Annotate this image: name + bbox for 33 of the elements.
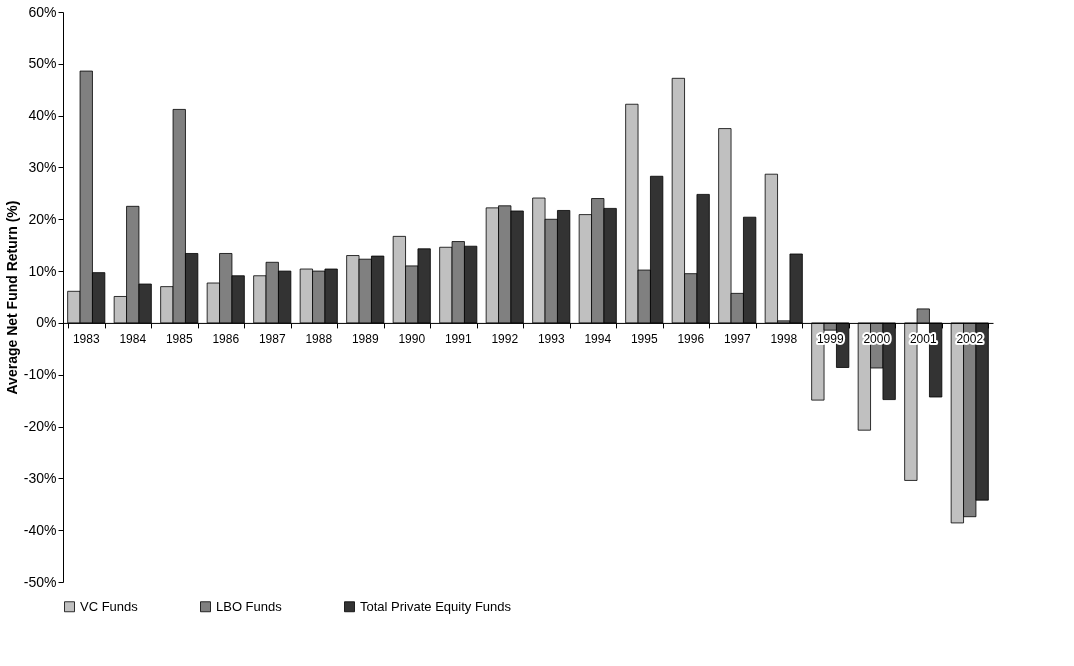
x-tick-label: 1991 bbox=[444, 331, 472, 346]
y-tick-label: -40% bbox=[23, 521, 57, 538]
x-tick-label: 1996 bbox=[677, 331, 705, 346]
y-tick-label: 50% bbox=[28, 55, 57, 72]
x-tick-label: 1992 bbox=[491, 331, 519, 346]
y-tick-label: 10% bbox=[28, 262, 57, 279]
y-tick-label: 40% bbox=[28, 107, 57, 124]
x-tick-label: 1998 bbox=[770, 331, 798, 346]
x-tick-label: 1986 bbox=[212, 331, 240, 346]
x-tick-label: 1984 bbox=[119, 331, 147, 346]
y-tick-label: -50% bbox=[23, 573, 57, 590]
x-tick-label: 1997 bbox=[723, 331, 751, 346]
legend-label: Total Private Equity Funds bbox=[360, 598, 512, 614]
legend-label: LBO Funds bbox=[216, 598, 283, 614]
y-tick-label: 60% bbox=[28, 3, 57, 20]
y-tick-label: 0% bbox=[36, 314, 57, 331]
y-tick-label: 20% bbox=[28, 210, 57, 227]
x-tick-label: 1987 bbox=[258, 331, 286, 346]
x-tick-label: 1994 bbox=[584, 331, 612, 346]
y-tick-label: -10% bbox=[23, 366, 57, 383]
y-tick-label: -30% bbox=[23, 469, 57, 486]
legend-label: VC Funds bbox=[80, 598, 139, 614]
x-tick-label: 1995 bbox=[630, 331, 658, 346]
x-tick-label: 1990 bbox=[398, 331, 426, 346]
x-tick-label: 1988 bbox=[305, 331, 333, 346]
x-tick-label: 1993 bbox=[537, 331, 565, 346]
y-tick-label: 30% bbox=[28, 158, 57, 175]
x-tick-label: 1985 bbox=[165, 331, 193, 346]
x-tick-label: 1983 bbox=[72, 331, 100, 346]
x-tick-label: 1989 bbox=[351, 331, 379, 346]
y-axis-title: Average Net Fund Return (%) bbox=[3, 200, 20, 395]
y-tick-label: -20% bbox=[23, 418, 57, 435]
x-tick-label: 2002 bbox=[956, 331, 984, 346]
